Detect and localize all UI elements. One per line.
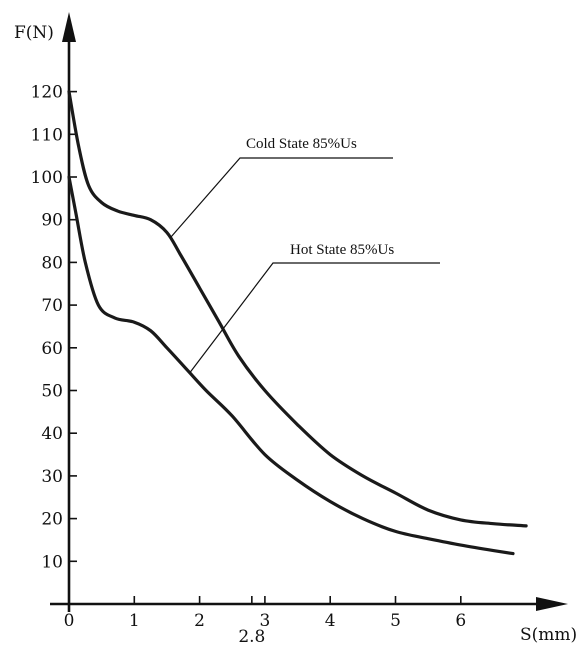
cold-state-label: Cold State 85%Us [246, 136, 357, 152]
y-tick-label: 120 [31, 83, 63, 103]
y-tick-label: 40 [41, 424, 63, 444]
y-tick-label: 100 [31, 168, 63, 188]
x-tick-label: 4 [325, 611, 336, 631]
x-tick-label: 1 [129, 611, 140, 631]
y-tick-label: 50 [41, 382, 63, 402]
y-tick-label: 30 [41, 467, 63, 487]
y-tick-label: 80 [41, 253, 63, 273]
cold-state-leader [169, 157, 393, 239]
cold-state-curve [67, 90, 528, 528]
annotations: Cold State 85%Us Hot State 85%Us [169, 136, 440, 374]
hot-state-curve [67, 175, 515, 556]
y-tick-label: 90 [41, 211, 63, 231]
x-tick-label: 5 [390, 611, 401, 631]
x-tick-label: 2 [194, 611, 205, 631]
y-tick-label: 110 [31, 125, 63, 145]
x-tick-label-extra: 2.8 [238, 627, 265, 647]
y-axis-title: F(N) [14, 23, 54, 43]
y-tick-label: 20 [41, 510, 63, 530]
x-axis-arrow [536, 597, 568, 611]
curves [67, 90, 528, 556]
x-tick-label: 3 [259, 611, 270, 631]
x-axis-title: S(mm) [520, 625, 577, 645]
y-axis-arrow [62, 12, 76, 42]
x-tick-label: 0 [64, 611, 75, 631]
y-tick-label: 10 [41, 552, 63, 572]
axes: F(N) S(mm) 10 20 30 40 50 60 70 80 90 100 110 120 0 1 2 3… [14, 12, 577, 647]
y-tick-label: 70 [41, 296, 63, 316]
hot-state-leader [189, 262, 440, 374]
hot-state-label: Hot State 85%Us [290, 242, 394, 258]
y-tick-label: 60 [41, 339, 63, 359]
x-tick-label: 6 [455, 611, 466, 631]
